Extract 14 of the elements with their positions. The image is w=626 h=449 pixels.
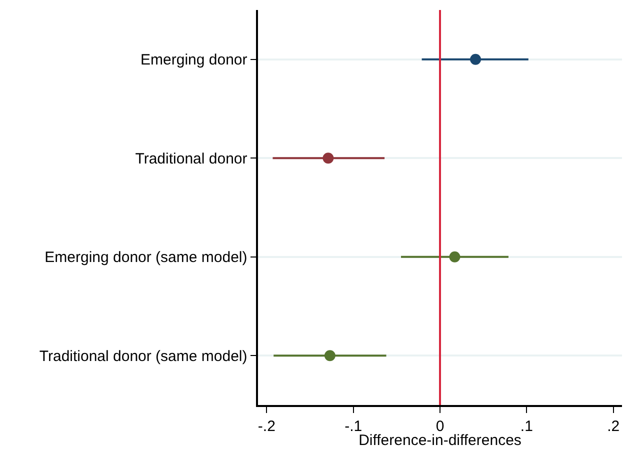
point — [322, 152, 334, 164]
y-tick-label: Emerging donor — [140, 52, 248, 69]
x-axis-title: Difference-in-differences — [358, 432, 522, 449]
x-tick-label: .1 — [520, 418, 533, 435]
point — [470, 54, 482, 65]
point — [449, 251, 460, 262]
x-tick-label: 0 — [436, 418, 444, 435]
x-tick-label: .2 — [607, 418, 620, 435]
y-tick-label: Emerging donor (same model) — [44, 249, 248, 266]
x-tick-label: -.2 — [258, 418, 276, 435]
y-tick-label: Traditional donor — [135, 150, 248, 168]
x-tick-label: -.1 — [344, 418, 362, 435]
y-tick-label: Traditional donor (same model) — [39, 348, 248, 365]
point — [324, 350, 336, 362]
